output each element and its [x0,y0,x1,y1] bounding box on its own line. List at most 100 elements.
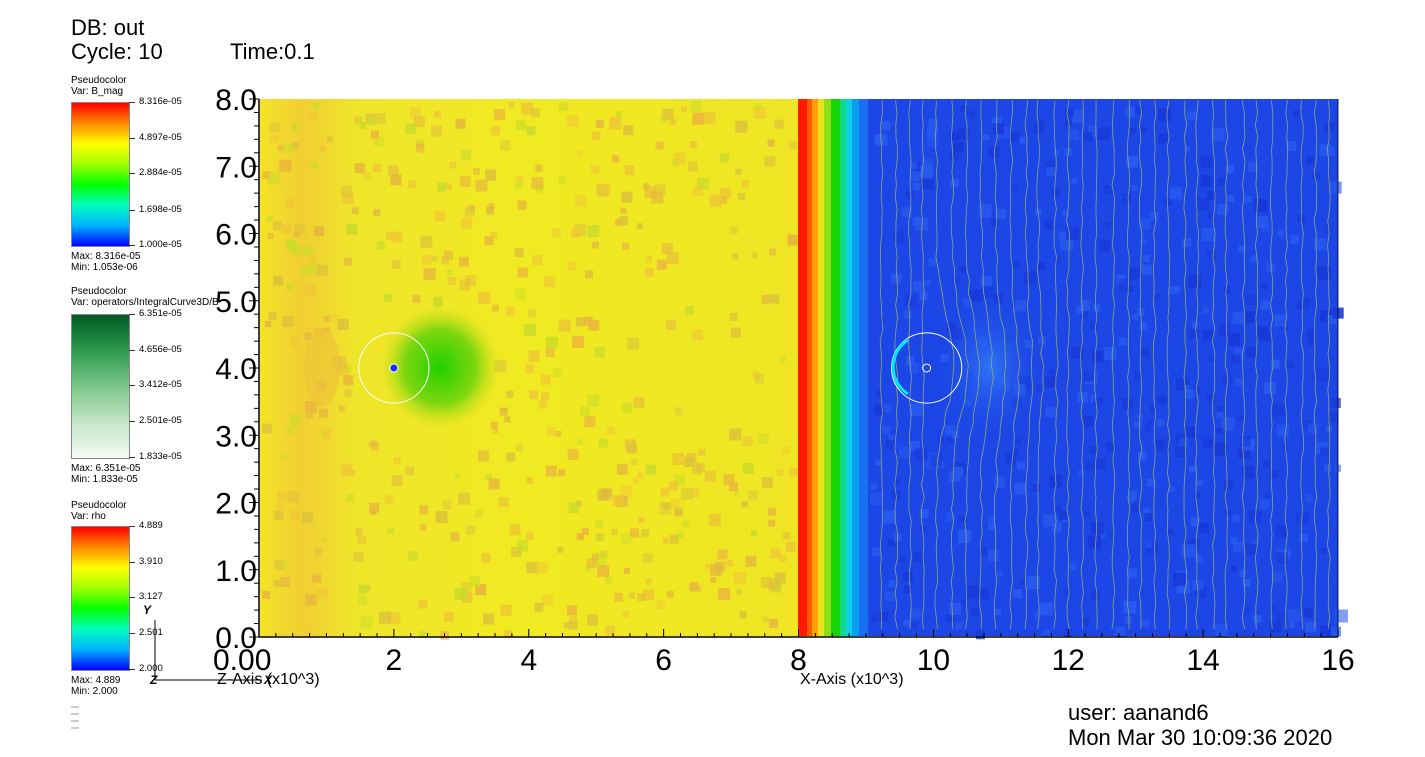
noise-cell [1092,350,1104,363]
noise-cell [566,115,579,128]
legend-tick: 2.884e-05 [139,167,182,178]
legend-tick: 3.127 [139,591,163,602]
noise-cell [1043,514,1057,528]
noise-cell [660,487,670,497]
noise-cell [730,327,741,338]
noise-cell [574,195,587,208]
x-tick-label: 6 [655,644,672,677]
noise-cell [1168,485,1175,492]
noise-cell [1036,383,1045,392]
noise-cell [1293,110,1301,118]
field-line [920,100,925,630]
noise-cell [293,230,301,238]
legend-artifact [71,720,79,722]
noise-cell [698,448,706,456]
noise-cell [885,439,896,450]
noise-cell [390,174,402,186]
noise-cell [1127,490,1137,500]
noise-cell [504,416,511,423]
noise-cell [1276,612,1287,623]
noise-cell [1327,315,1337,324]
noise-cell [672,159,679,167]
noise-cell [788,141,797,149]
noise-cell [301,512,313,524]
noise-cell [433,296,443,307]
noise-cell [1011,448,1019,455]
noise-cell [1246,543,1258,555]
noise-cell [908,363,919,373]
noise-cell [614,592,624,602]
noise-cell [668,481,678,491]
legend-tick: 2.501e-05 [139,415,182,426]
noise-cell [568,502,580,514]
noise-cell [378,611,391,624]
noise-cell [1230,537,1238,545]
noise-cell [1123,600,1137,614]
noise-cell [384,293,393,302]
noise-cell [1038,336,1047,345]
legend-tick: 1.833e-05 [139,451,182,462]
legend-tick: 1.698e-05 [139,204,182,215]
noise-cell [1169,187,1182,200]
noise-cell [1329,181,1342,194]
noise-cell [412,294,421,303]
noise-cell [374,136,385,147]
noise-cell [492,427,499,434]
noise-cell [1202,329,1214,341]
noise-cell [969,289,982,302]
noise-cell [277,144,284,151]
noise-cell [674,407,683,416]
noise-cell [461,149,472,160]
noise-cell [474,509,483,518]
noise-cell [434,211,445,222]
noise-cell [995,608,1002,615]
noise-cell [478,291,491,304]
noise-cell [945,613,955,623]
noise-cell [1182,238,1192,248]
noise-cell [516,444,524,452]
noise-cell [568,620,578,630]
noise-cell [406,124,416,134]
noise-cell [1053,149,1060,156]
noise-cell [693,185,703,196]
noise-cell [619,485,632,498]
noise-cell [733,489,740,496]
noise-cell [905,191,914,200]
noise-cell [955,622,963,630]
noise-cell [666,590,674,598]
noise-cell [269,122,280,133]
noise-cell [710,576,717,583]
noise-cell [509,524,521,536]
obstacle-circle-right [891,332,963,404]
x-tick-label: 8 [790,644,807,677]
obstacle-circle-left [358,332,430,404]
noise-cell [299,267,308,276]
noise-cell [1188,275,1202,288]
noise-cell [355,528,363,536]
noise-cell [758,433,769,444]
noise-cell [1147,479,1156,487]
noise-cell [751,252,758,259]
noise-cell [419,523,427,531]
noise-cell [1063,588,1072,597]
noise-cell [291,122,301,131]
noise-cell [1045,407,1056,417]
noise-cell [1174,286,1180,293]
noise-cell [951,276,961,286]
noise-cell [515,288,526,300]
noise-cell [555,430,562,437]
noise-cell [1203,438,1214,449]
noise-cell [1216,428,1223,434]
noise-cell [1140,127,1147,134]
noise-cell [435,511,448,524]
noise-cell [532,255,543,266]
noise-cell [717,549,728,560]
noise-cell [454,472,461,479]
noise-cell [902,571,913,582]
noise-cell [405,466,415,476]
noise-cell [1232,541,1243,552]
noise-cell [1142,255,1150,263]
noise-cell [1140,238,1147,245]
noise-cell [369,118,376,126]
noise-cell [1225,165,1234,173]
